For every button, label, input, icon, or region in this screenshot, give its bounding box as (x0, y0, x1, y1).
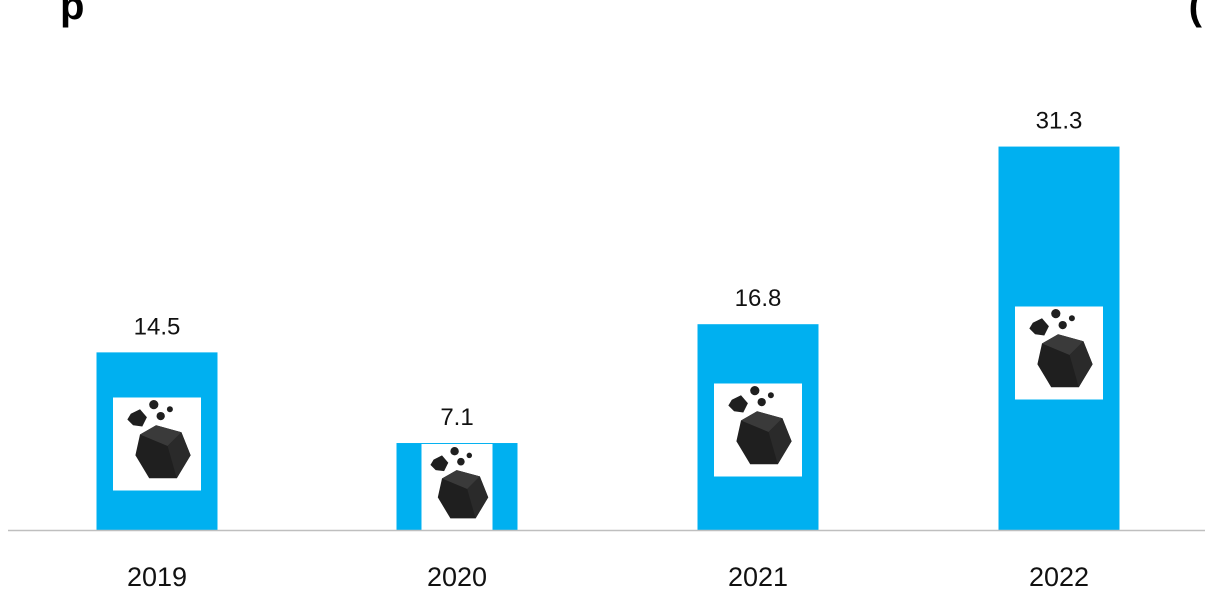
labels-group: 14.5 2019 7.1 2020 16.8 2021 31.3 2022 (127, 108, 1089, 592)
coal-icon (1029, 309, 1093, 388)
coal-icon (728, 386, 792, 465)
value-label-2019: 14.5 (134, 313, 181, 340)
x-tick-label-2019: 2019 (127, 562, 187, 592)
bars-group (96, 146, 1120, 530)
value-label-2020: 7.1 (440, 404, 473, 431)
title-fragment-left: p (60, 0, 85, 28)
coal-icon (127, 400, 191, 479)
value-label-2021: 16.8 (735, 285, 782, 312)
value-label-2022: 31.3 (1036, 108, 1083, 135)
x-tick-label-2020: 2020 (427, 562, 487, 592)
coal-icon (430, 447, 489, 519)
title-fragment-right: ( (1188, 0, 1202, 28)
x-tick-label-2021: 2021 (728, 562, 788, 592)
x-tick-label-2022: 2022 (1029, 562, 1089, 592)
